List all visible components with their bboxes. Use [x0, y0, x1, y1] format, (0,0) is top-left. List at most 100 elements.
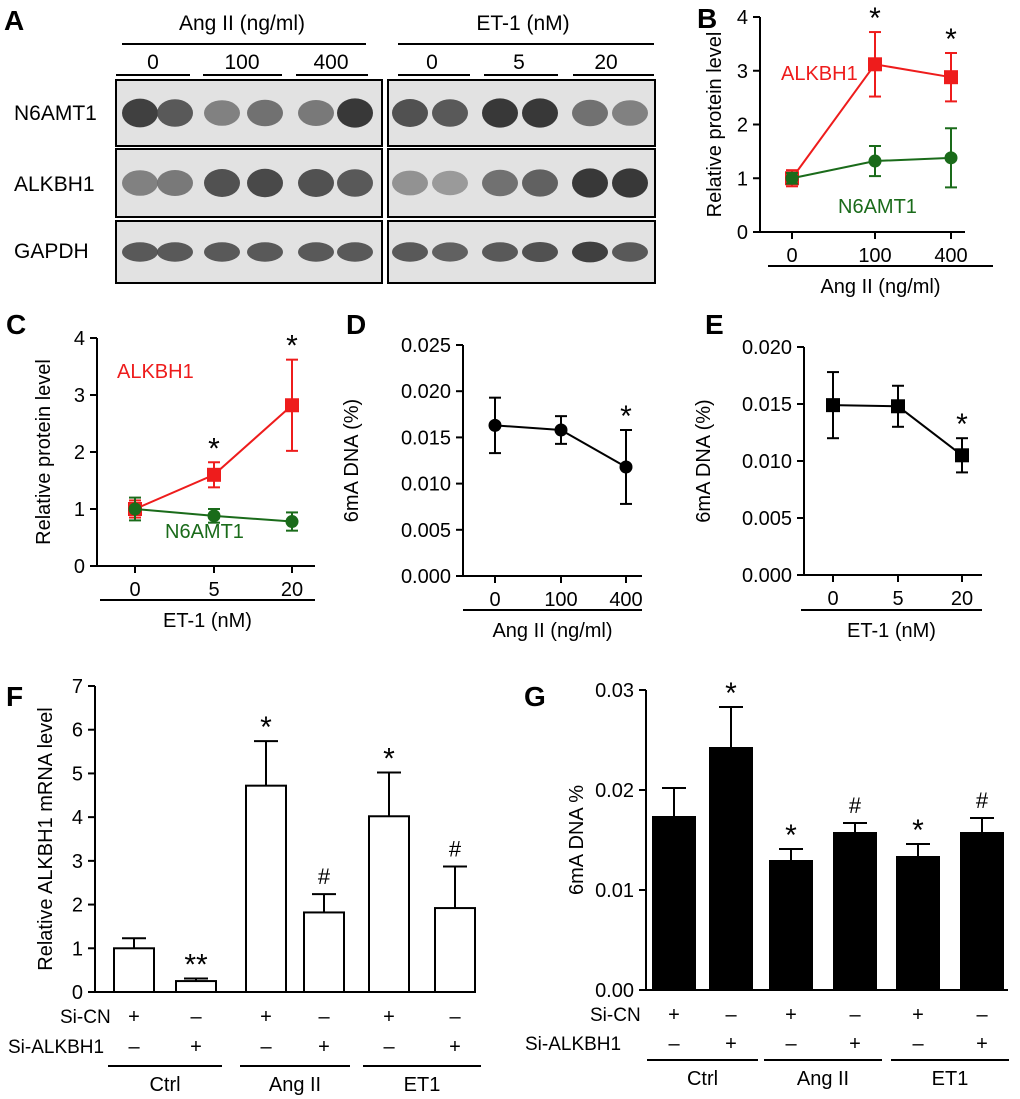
blot-band [432, 242, 468, 262]
sialkbh1-label: Si-ALKBH1 [8, 1037, 104, 1058]
panel-a-dose: 0 [147, 51, 159, 74]
blot-band [122, 242, 158, 262]
blot-band [432, 170, 468, 196]
blot-band [572, 168, 608, 198]
y-tick-label: 2 [74, 442, 85, 464]
blot-band [612, 168, 648, 198]
panel-c-chart: 0 1 2 3 4 0 5 20 ET-1 (nM) Relative protein level… [33, 328, 315, 632]
panel-g-letter: G [524, 681, 546, 712]
y-tick-label: 6 [72, 720, 83, 742]
panel-a-dose: 20 [594, 51, 617, 74]
panel-d-chart: 0.000 0.005 0.010 0.015 0.020 0.025 0 100 400 Ang… [341, 335, 643, 642]
significance-mark: * [286, 330, 298, 363]
panel-d: D 0.000 0.005 0.010 0.015 0.020 0.025 0 100 400 A… [341, 309, 643, 642]
x-tick-label: 20 [281, 579, 303, 601]
sicn-sign: + [912, 1004, 924, 1026]
bar [652, 816, 696, 991]
bar [896, 856, 940, 991]
x-tick-label: 100 [544, 589, 577, 611]
significance-mark: # [449, 837, 462, 862]
x-axis-label: ET-1 (nM) [163, 610, 252, 632]
significance-mark: # [318, 864, 331, 889]
blot-band [298, 242, 334, 262]
y-axis-label: 6mA DNA (%) [693, 399, 715, 522]
group-label: Ang II [797, 1068, 849, 1090]
y-tick-label: 0.000 [401, 566, 451, 588]
blot-band [122, 170, 158, 196]
panel-e-chart: 0.000 0.005 0.010 0.015 0.020 0 5 20 ET-1 (nM) 6m… [693, 337, 982, 642]
panel-c-letter: C [6, 309, 26, 340]
x-tick-label: 0 [489, 589, 500, 611]
sialkbh1-sign: – [912, 1033, 924, 1055]
data-point [207, 467, 221, 482]
blot-band [432, 99, 468, 127]
bar [769, 860, 813, 991]
data-point [826, 398, 840, 413]
sicn-sign: + [128, 1006, 140, 1028]
x-tick-label: 20 [951, 588, 973, 610]
blot-band [247, 168, 283, 198]
x-tick-label: 400 [934, 245, 967, 267]
y-tick-label: 1 [737, 168, 748, 190]
blot-band [298, 169, 334, 197]
y-tick-label: 0 [74, 556, 85, 578]
bar [709, 747, 753, 991]
data-point [285, 398, 299, 413]
y-tick-label: 0.01 [595, 880, 634, 902]
panel-b-letter: B [697, 3, 717, 34]
y-tick-label: 0.025 [401, 335, 451, 357]
blot-label-alkbh1: ALKBH1 [14, 173, 95, 196]
y-tick-label: 0.020 [401, 381, 451, 403]
significance-mark: * [260, 711, 272, 744]
series-label: N6AMT1 [838, 196, 917, 218]
significance-mark: * [208, 432, 220, 465]
sicn-sign: + [668, 1004, 680, 1026]
sicn-label: Si-CN [60, 1007, 111, 1028]
blot-images [115, 79, 656, 284]
significance-mark: * [620, 400, 632, 433]
data-point [955, 448, 969, 463]
y-tick-label: 5 [72, 763, 83, 785]
panel-a-group-right: ET-1 (nM) [476, 12, 569, 35]
significance-mark: * [725, 677, 737, 710]
blot-band [247, 242, 283, 262]
panel-c: C 0 1 2 3 4 0 5 20 ET-1 (nM) Relative protein lev… [6, 309, 315, 632]
blot-band [157, 170, 193, 196]
y-axis-label: 6mA DNA % [566, 785, 588, 895]
y-tick-label: 0 [737, 222, 748, 244]
panel-g-chart: 0.00 0.01 0.02 0.03 6mA DNA % + – * – + * + – # – + * + – #… [525, 677, 1009, 1090]
blot-band [612, 100, 648, 126]
significance-mark: * [912, 814, 924, 847]
blot-band [337, 98, 373, 128]
sialkbh1-sign: + [976, 1033, 988, 1055]
data-point [868, 154, 882, 168]
sicn-sign: – [725, 1004, 737, 1026]
panel-d-letter: D [346, 309, 366, 340]
y-tick-label: 0.010 [401, 474, 451, 496]
y-axis-label: Relative ALKBH1 mRNA level [35, 707, 57, 970]
data-point [554, 423, 568, 437]
panel-a-dose: 5 [513, 51, 525, 74]
panel-e-letter: E [705, 309, 724, 340]
blot-band [612, 242, 648, 262]
series-label: ALKBH1 [781, 63, 858, 85]
data-point [488, 418, 502, 432]
y-tick-label: 0.015 [742, 394, 792, 416]
y-tick-label: 4 [737, 7, 748, 29]
blot-band [392, 242, 428, 262]
y-tick-label: 0.005 [401, 520, 451, 542]
bar [303, 911, 345, 993]
group-label: Ctrl [687, 1068, 718, 1090]
blot-band [157, 99, 193, 127]
significance-mark: # [976, 788, 989, 813]
y-tick-label: 0.00 [595, 980, 634, 1002]
y-tick-label: 0.03 [595, 680, 634, 702]
y-tick-label: 0.02 [595, 780, 634, 802]
sicn-sign: – [849, 1004, 861, 1026]
x-tick-label: 0 [129, 579, 140, 601]
blot-label-gapdh: GAPDH [14, 240, 89, 263]
data-point [891, 399, 905, 414]
series-label: N6AMT1 [165, 521, 244, 543]
